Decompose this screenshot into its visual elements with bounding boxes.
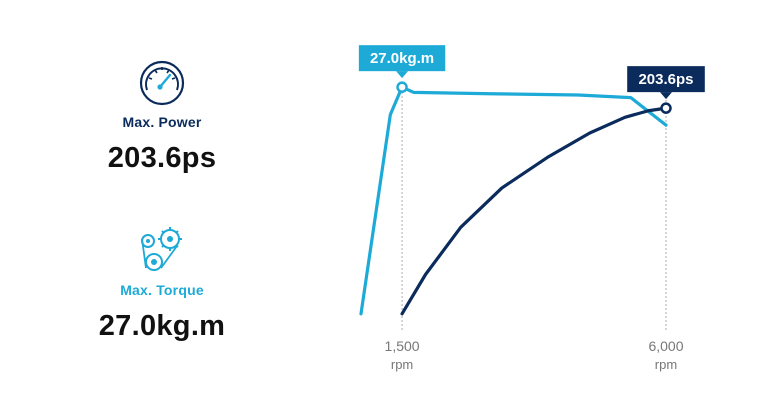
speedometer-icon	[139, 60, 185, 106]
x-tick-label: 6,000	[648, 338, 683, 354]
max-power-stat: Max. Power 203.6ps	[62, 60, 262, 175]
power-callout-pointer	[660, 92, 672, 100]
max-torque-label: Max. Torque	[120, 282, 204, 298]
power-series-line	[400, 106, 668, 316]
torque-callout-box	[358, 45, 446, 72]
torque-series-line	[359, 85, 668, 316]
x-tick-label: 1,500	[385, 338, 420, 354]
max-torque-value: 27.0kg.m	[98, 310, 226, 342]
power-callout-box	[627, 66, 705, 93]
max-power-label: Max. Power	[122, 114, 202, 130]
power-peak-point	[660, 102, 672, 114]
torque-callout-label: 27.0kg.m	[370, 50, 434, 67]
torque-peak-point	[396, 81, 408, 93]
torque-callout-pointer	[396, 71, 409, 79]
x-tick-unit: rpm	[655, 357, 677, 372]
max-power-value: 203.6ps	[107, 142, 217, 174]
power-callout-label: 203.6ps	[638, 71, 693, 88]
gears-belt-icon	[141, 227, 182, 271]
max-torque-stat: Max. Torque 27.0kg.m	[62, 226, 262, 343]
x-tick-unit: rpm	[391, 357, 413, 372]
